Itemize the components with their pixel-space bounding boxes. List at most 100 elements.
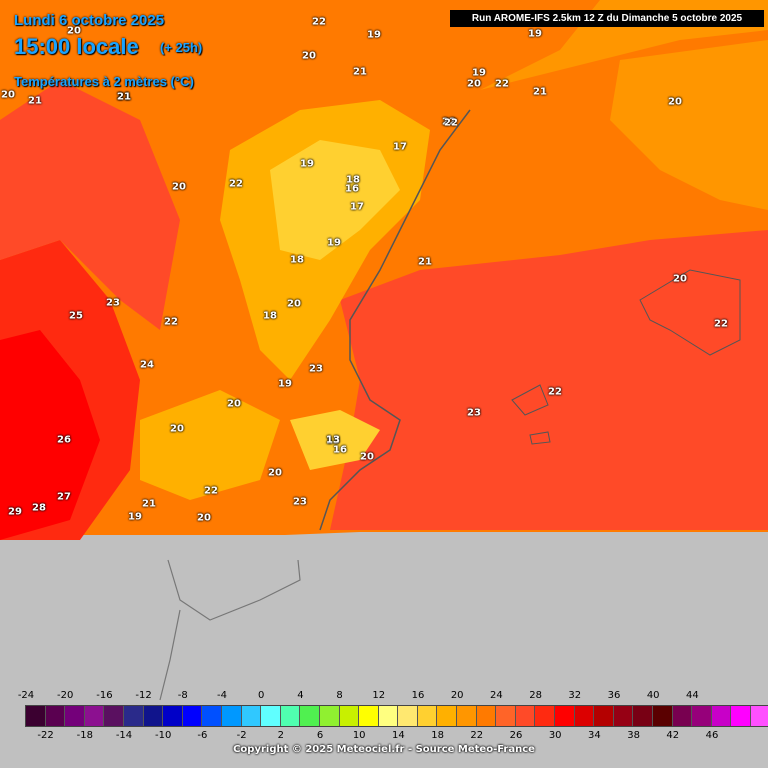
legend-tick-bottom: 42 [666,730,680,741]
temperature-label: 17 [350,201,364,213]
legend-tick-top: -12 [135,690,152,701]
temperature-label: 19 [327,237,341,249]
legend-tick-bottom: 14 [392,730,405,741]
temperature-label: 29 [8,506,22,518]
legend-swatch [731,706,751,726]
temperature-label: 17 [393,141,407,153]
legend-swatch [496,706,516,726]
legend-swatch [202,706,222,726]
temperature-label: 23 [106,297,120,309]
temperature-label: 20 [268,467,282,479]
legend-tick-top: 32 [568,690,582,701]
legend-tick-bottom: 18 [431,730,444,741]
legend-swatch [378,706,399,726]
temperature-label: 18 [290,254,304,266]
legend-tick-bottom: -6 [197,730,208,741]
warm-zone-nw [0,80,180,330]
legend-swatch [65,706,85,726]
temperature-label: 23 [309,363,323,375]
temperature-label: 20 [360,451,374,463]
temperature-label: 22 [312,16,326,28]
legend-tick-top: 8 [336,690,343,701]
temperature-label: 23 [293,496,307,508]
legend-tick-top: -4 [217,690,227,701]
temperature-label: 20 [172,181,186,193]
legend-tick-top: 40 [646,690,660,701]
temperature-label: 25 [69,310,83,322]
legend-tick-bottom: 38 [627,730,640,741]
legend-swatch [672,706,693,726]
temperature-label: 21 [117,91,131,103]
run-info: Run AROME-IFS 2.5km 12 Z du Dimanche 5 o… [450,10,764,27]
legend-swatch [633,706,653,726]
legend-tick-top: 12 [372,690,386,701]
legend-tick-bottom: 34 [588,730,601,741]
temperature-label: 18 [346,174,360,186]
legend-tick-bottom: -10 [155,730,172,741]
legend-swatch [417,706,438,726]
temperature-label: 21 [418,256,432,268]
temperature-label: 21 [142,498,156,510]
temperature-label: 19 [278,378,292,390]
legend-swatch [398,706,418,726]
legend-tick-top: 20 [450,690,464,701]
legend-swatch [359,706,379,726]
legend-tick-top: 4 [297,690,304,701]
legend-tick-top: -20 [57,690,74,701]
parameter-title: Températures à 2 mètres (°C) [14,74,194,89]
temperature-label: 19 [472,67,486,79]
temperature-label: 13 [326,434,340,446]
legend-tick-bottom: 2 [277,730,284,741]
legend-swatch [45,706,66,726]
legend-tick-bottom: 46 [705,730,719,741]
temperature-label: 21 [533,86,547,98]
hottest-zone [0,330,100,540]
temperature-label: 22 [229,178,243,190]
legend-swatch [104,706,124,726]
temperature-label: 20 [287,298,301,310]
legend-tick-bottom: -18 [76,730,93,741]
temperature-label: 23 [467,407,481,419]
temperature-label: 19 [300,158,314,170]
temperature-label: 21 [117,91,131,103]
temperature-label: 19 [367,29,381,41]
mountain-south [290,410,380,470]
sea-20-zone [610,40,768,210]
temperature-label: 20 [1,89,15,101]
legend-swatch [182,706,203,726]
legend-tick-bottom: 6 [316,730,324,741]
legend-tick-top: -8 [177,690,188,701]
legend-swatch [241,706,262,726]
legend-swatch [613,706,634,726]
legend-tick-bottom: -14 [115,730,133,741]
legend-swatch [457,706,477,726]
island-large [639,269,741,356]
legend-tick-bottom: 10 [352,730,366,741]
legend-swatch [535,706,556,726]
temperature-label: 20 [668,96,682,108]
temperature-label: 19 [128,511,142,523]
temperature-label: 20 [467,78,481,90]
temperature-label: 21 [353,66,367,78]
legend-swatch [653,706,673,726]
temperature-label: 22 [444,117,458,129]
legend-tick-top: 44 [686,690,699,701]
legend-tick-bottom: -22 [37,730,54,741]
legend-tick-top: 0 [258,690,265,701]
temperature-label: 16 [345,183,359,195]
temperature-label: 22 [442,116,456,128]
legend-swatch [221,706,242,726]
island-small [511,384,549,416]
temperature-label: 20 [227,398,241,410]
legend-tick-bottom: 26 [509,730,523,741]
forecast-offset: (+ 25h) [160,40,203,55]
legend-tick-top: -24 [17,690,35,701]
legend-tick-top: 36 [607,690,621,701]
legend-swatch [261,706,281,726]
temperature-label: 26 [57,434,71,446]
temperature-label: 22 [495,78,509,90]
legend-swatch [476,706,497,726]
temperature-label: 24 [140,359,154,371]
legend-swatch [300,706,320,726]
